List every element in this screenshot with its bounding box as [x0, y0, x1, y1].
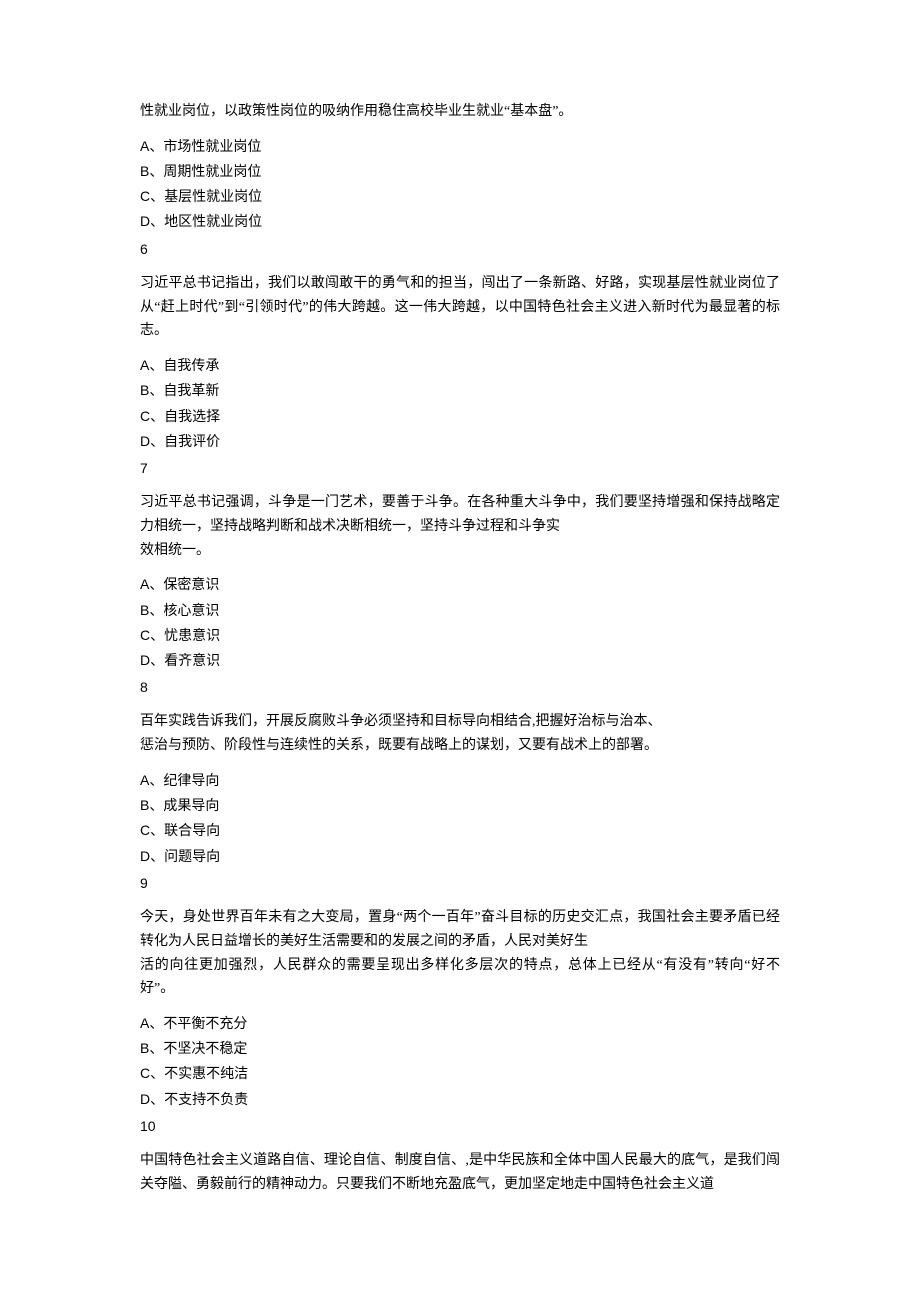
lead-in-text: 性就业岗位，以政策性岗位的吸纳作用稳住高校毕业生就业“基本盘”。	[140, 100, 780, 124]
option-c: C、忧患意识	[140, 623, 780, 648]
question-number: 6	[140, 237, 780, 262]
option-d: D、不支持不负责	[140, 1087, 780, 1112]
option-list: A、市场性就业岗位 B、周期性就业岗位 C、基层性就业岗位 D、地区性就业岗位	[140, 134, 780, 235]
question-number: 8	[140, 675, 780, 700]
option-list: A、纪律导向 B、成果导向 C、联合导向 D、问题导向	[140, 768, 780, 869]
question-stem-cont: 活的向往更加强烈，人民群众的需要呈现出多样化多层次的特点，总体上已经从“有没有”…	[140, 954, 780, 1002]
question-stem: 百年实践告诉我们，开展反腐败斗争必须坚持和目标导向相结合,把握好治标与治本、	[140, 710, 780, 734]
option-c: C、联合导向	[140, 818, 780, 843]
option-a: A、市场性就业岗位	[140, 134, 780, 159]
option-b: B、不坚决不稳定	[140, 1036, 780, 1061]
option-b: B、自我革新	[140, 378, 780, 403]
question-stem-cont: 惩治与预防、阶段性与连续性的关系，既要有战略上的谋划，又要有战术上的部署。	[140, 734, 780, 758]
option-list: A、保密意识 B、核心意识 C、忧患意识 D、看齐意识	[140, 572, 780, 673]
question-number: 7	[140, 456, 780, 481]
question-stem: 中国特色社会主义道路自信、理论自信、制度自信、,是中华民族和全体中国人民最大的底…	[140, 1149, 780, 1197]
option-b: B、成果导向	[140, 793, 780, 818]
document-page: 性就业岗位，以政策性岗位的吸纳作用稳住高校毕业生就业“基本盘”。 A、市场性就业…	[0, 0, 920, 1267]
option-a: A、保密意识	[140, 572, 780, 597]
option-list: A、不平衡不充分 B、不坚决不稳定 C、不实惠不纯洁 D、不支持不负责	[140, 1011, 780, 1112]
question-stem: 习近平总书记指出，我们以敢闯敢干的勇气和的担当，闯出了一条新路、好路，实现基层性…	[140, 272, 780, 343]
option-list: A、自我传承 B、自我革新 C、自我选择 D、自我评价	[140, 353, 780, 454]
option-c: C、基层性就业岗位	[140, 184, 780, 209]
option-c: C、不实惠不纯洁	[140, 1061, 780, 1086]
question-number: 10	[140, 1114, 780, 1139]
option-b: B、周期性就业岗位	[140, 159, 780, 184]
option-a: A、不平衡不充分	[140, 1011, 780, 1036]
option-d: D、问题导向	[140, 844, 780, 869]
option-c: C、自我选择	[140, 404, 780, 429]
question-stem: 习近平总书记强调，斗争是一门艺术，要善于斗争。在各种重大斗争中，我们要坚持增强和…	[140, 491, 780, 539]
option-d: D、自我评价	[140, 429, 780, 454]
question-stem: 今天，身处世界百年未有之大变局，置身“两个一百年”奋斗目标的历史交汇点，我国社会…	[140, 906, 780, 954]
question-number: 9	[140, 871, 780, 896]
option-d: D、看齐意识	[140, 648, 780, 673]
option-d: D、地区性就业岗位	[140, 209, 780, 234]
option-a: A、纪律导向	[140, 768, 780, 793]
option-b: B、核心意识	[140, 598, 780, 623]
option-a: A、自我传承	[140, 353, 780, 378]
question-stem-cont: 效相统一。	[140, 539, 780, 563]
